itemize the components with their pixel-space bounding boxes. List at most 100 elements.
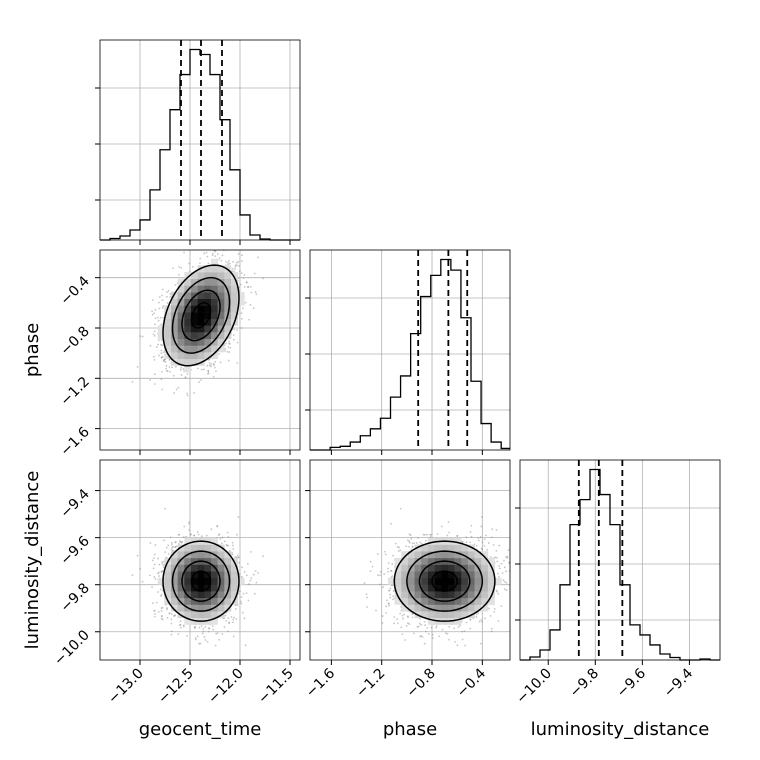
density-cell [224, 564, 232, 572]
sample-point [235, 556, 238, 559]
sample-point [228, 259, 230, 262]
density-cell [427, 564, 435, 572]
density-cell [231, 591, 238, 599]
sample-point [479, 642, 482, 645]
density-cell [474, 584, 482, 592]
sample-point [175, 540, 177, 543]
sample-point [365, 593, 368, 596]
sample-point [464, 644, 467, 647]
sample-point [214, 360, 217, 363]
sample-point [480, 547, 483, 550]
sample-point [136, 554, 139, 557]
sample-point [392, 595, 395, 598]
sample-point [193, 627, 196, 629]
density-cell [211, 272, 218, 280]
density-cell [474, 604, 482, 612]
sample-point [421, 636, 424, 638]
density-cell [217, 298, 225, 306]
sample-point [212, 628, 215, 631]
density-cell [184, 611, 192, 619]
sample-point [448, 531, 451, 534]
density-cell [454, 604, 462, 612]
sample-point [416, 625, 419, 628]
sample-point [174, 541, 177, 544]
x-tick-label: −0.8 [403, 666, 438, 701]
sample-point [200, 368, 203, 371]
x-axis-label-luminosity-distance: luminosity_distance [531, 719, 710, 740]
sample-point [153, 610, 156, 612]
sample-point [429, 533, 431, 536]
density-cell [454, 617, 462, 625]
sample-point [469, 541, 472, 544]
density-cell [454, 564, 462, 572]
sample-point [262, 555, 264, 558]
sample-point [217, 247, 219, 249]
density-cell [191, 544, 198, 552]
sample-point [469, 531, 472, 533]
sample-point [407, 616, 409, 619]
sample-point [194, 626, 197, 629]
sample-point [166, 370, 169, 373]
sample-point [180, 366, 183, 369]
density-cell [474, 597, 482, 605]
sample-point [153, 312, 156, 315]
sample-point [154, 543, 157, 546]
density-cell [177, 352, 185, 360]
density-cell [447, 564, 455, 572]
density-cell [211, 292, 218, 300]
sample-point [497, 575, 500, 578]
density-cell [394, 591, 402, 599]
density-cell [401, 571, 409, 579]
sample-point [489, 615, 492, 617]
density-cell [191, 577, 198, 585]
x-tick-label: −0.4 [454, 665, 489, 700]
sample-point [419, 541, 422, 544]
sample-point [490, 556, 492, 558]
density-cell [197, 272, 205, 280]
sample-point [172, 374, 175, 377]
sample-point [420, 542, 423, 545]
density-cell [177, 557, 185, 565]
contour-line [181, 289, 221, 342]
sample-point [491, 528, 494, 531]
sample-point [496, 560, 499, 563]
density-cell [211, 265, 218, 273]
sample-point [516, 597, 518, 599]
density-cell [407, 557, 415, 565]
density-cell [231, 298, 238, 306]
density-cell [211, 325, 218, 333]
density-cell [197, 591, 205, 599]
scatter-frame-phase-luminosity_distance [309, 459, 511, 661]
density-cell [171, 597, 178, 605]
sample-point [236, 329, 238, 331]
sample-point [214, 644, 217, 647]
sample-point [246, 563, 249, 565]
sample-point [164, 507, 167, 510]
density-cell [211, 544, 218, 552]
density-cell [184, 617, 192, 625]
sample-point [410, 537, 413, 540]
sample-point [477, 537, 480, 540]
contour-line [162, 264, 240, 367]
sample-point [154, 578, 157, 580]
sample-point [217, 534, 220, 537]
histogram-bar [411, 334, 421, 450]
sample-point [170, 542, 173, 544]
sample-point [415, 542, 418, 544]
sample-point [241, 254, 243, 257]
sample-point [228, 262, 231, 265]
sample-point [224, 348, 227, 350]
sample-point [131, 574, 134, 577]
x-tick-label: −11.5 [255, 666, 297, 708]
y-axis-label-phase: phase [22, 323, 43, 377]
y-axis-label-luminosity-distance: luminosity_distance [22, 471, 43, 650]
sample-point [218, 257, 221, 260]
histogram-bar [441, 260, 451, 450]
sample-point [213, 250, 216, 252]
sample-point [160, 570, 163, 573]
sample-point [161, 618, 164, 621]
density-cell [211, 332, 218, 340]
density-cell [461, 611, 469, 619]
sample-point [390, 522, 393, 525]
sample-point [227, 630, 229, 633]
